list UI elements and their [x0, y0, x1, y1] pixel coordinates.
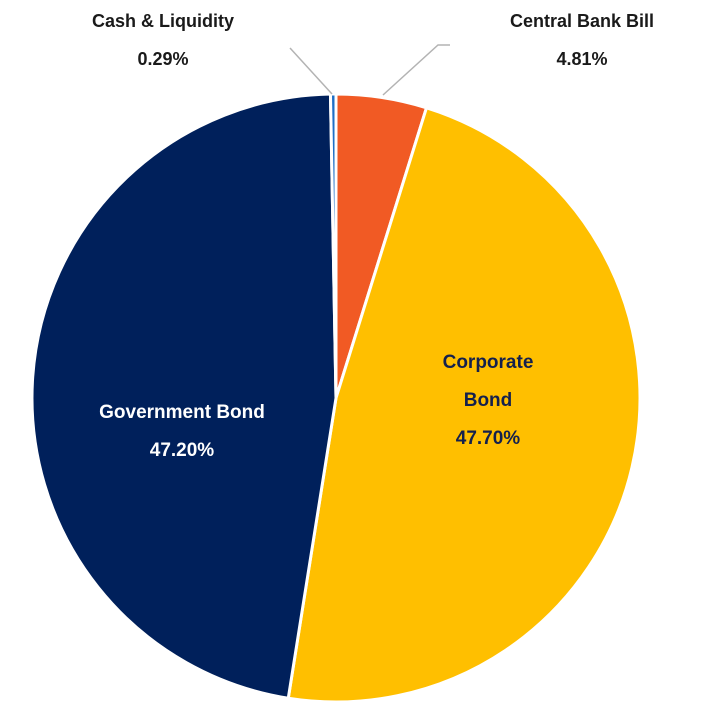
- leader-line-cash-liquidity: [289, 47, 333, 95]
- slice-percent-corporate-bond: 47.70%: [456, 428, 521, 449]
- slice-label-central-bank-bill: Central Bank Bill: [510, 11, 654, 31]
- pie-slices: [30, 92, 642, 701]
- slice-label-corporate-bond: Bond: [464, 390, 513, 411]
- slice-percent-government-bond: 47.20%: [150, 440, 215, 461]
- pie-slice-government-bond: [30, 92, 338, 700]
- pie-slice-corporate-bond: [286, 106, 642, 701]
- leader-lines: [289, 44, 450, 96]
- slice-label-cash-liquidity: Cash & Liquidity: [92, 11, 234, 31]
- slice-percent-cash-liquidity: 0.29%: [137, 49, 188, 69]
- slice-labels: Central Bank Bill 4.81% Corporate Bond 47.70…: [92, 11, 654, 461]
- slice-percent-central-bank-bill: 4.81%: [556, 49, 607, 69]
- pie-slice-cash-liquidity: [328, 92, 338, 400]
- slice-label-corporate-bond: Corporate: [443, 352, 534, 373]
- leader-line-central-bank-bill: [382, 44, 450, 96]
- slice-label-government-bond: Government Bond: [99, 402, 265, 423]
